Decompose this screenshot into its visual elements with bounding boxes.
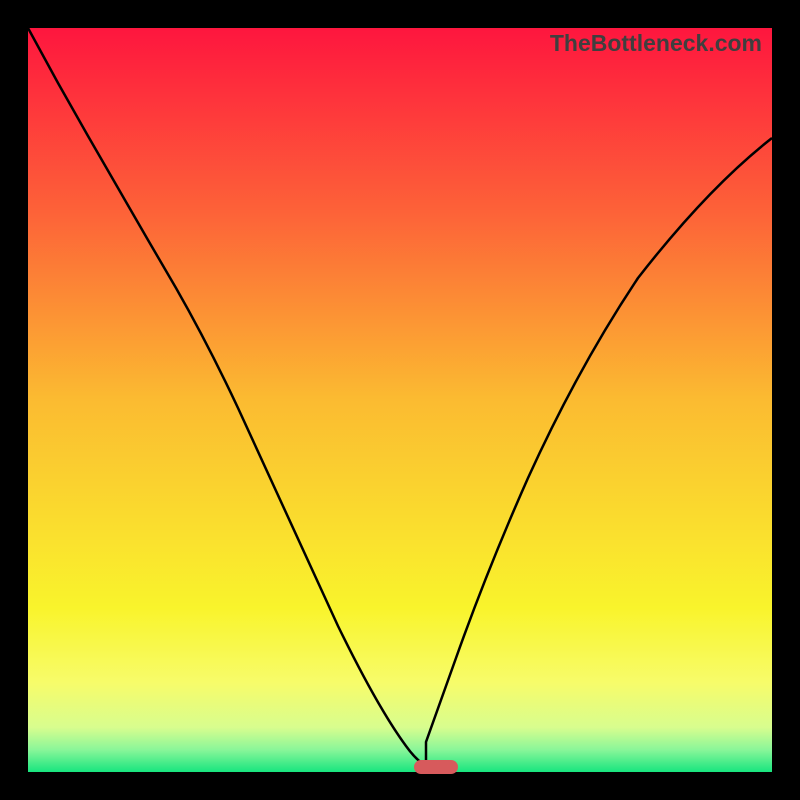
bottleneck-marker [414,760,458,774]
chart-frame: TheBottleneck.com [0,0,800,800]
plot-area: TheBottleneck.com [28,28,772,772]
curve-path [28,28,772,766]
attribution-text: TheBottleneck.com [550,30,762,57]
bottleneck-curve [28,28,772,772]
